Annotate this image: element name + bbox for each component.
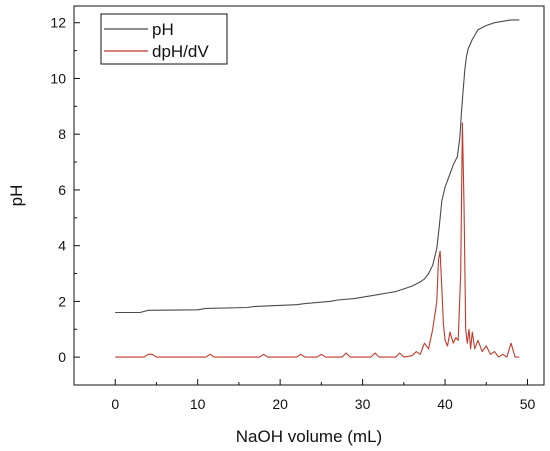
y-tick-label: 4	[58, 238, 66, 254]
series-line-dphdv	[115, 122, 520, 358]
x-tick-label: 30	[355, 396, 371, 412]
legend-label-dphdv: dpH/dV	[152, 42, 209, 61]
y-tick-label: 0	[58, 349, 66, 365]
legend-label-ph: pH	[152, 20, 174, 39]
x-tick-label: 20	[272, 396, 288, 412]
x-tick-label: 0	[111, 396, 119, 412]
y-tick-label: 2	[58, 293, 66, 309]
series-line-ph	[115, 19, 520, 314]
y-tick-label: 8	[58, 126, 66, 142]
y-tick-label: 6	[58, 182, 66, 198]
y-tick-label: 12	[50, 15, 66, 31]
plot-frame	[73, 5, 545, 386]
x-axis-title: NaOH volume (mL)	[236, 427, 382, 446]
x-tick-label: 10	[190, 396, 206, 412]
legend: pH dpH/dV	[100, 13, 228, 65]
y-tick-label: 10	[50, 70, 66, 86]
x-tick-label: 50	[520, 396, 536, 412]
x-tick-label: 40	[437, 396, 453, 412]
legend-box	[100, 13, 228, 65]
y-axis-title: pH	[7, 185, 26, 207]
